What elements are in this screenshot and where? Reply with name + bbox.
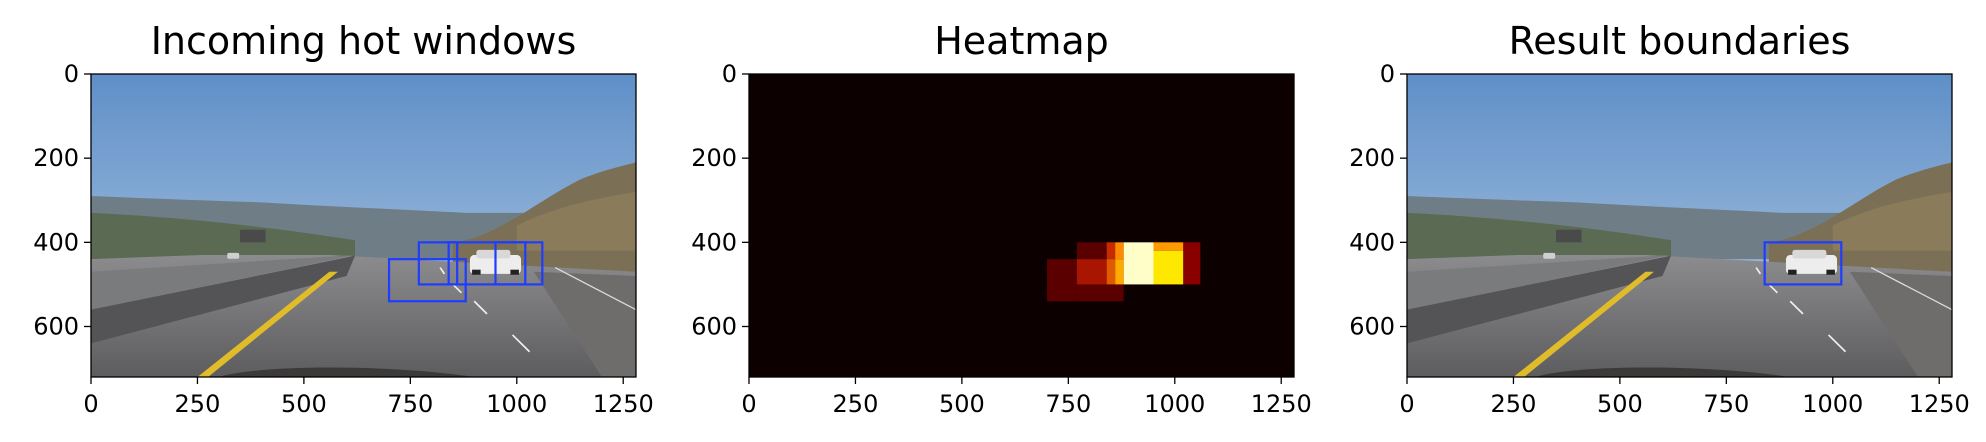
x-tick-label: 1000 [486,390,547,418]
y-tick-label: 0 [64,60,79,88]
heat-cell-1 [1047,259,1077,302]
detection-box-4 [494,241,544,286]
x-tick-label: 500 [281,390,327,418]
detection-box-3 [447,241,527,286]
x-tick-label: 1250 [1251,390,1312,418]
y-tick-label: 0 [722,60,737,88]
heat-cell-2 [1076,284,1124,302]
heat-cell-12 [1183,242,1201,285]
x-tick-label: 500 [939,390,985,418]
x-tick-label: 1250 [593,390,654,418]
y-tick-label: 600 [691,313,737,341]
panel-3: Result boundaries 0 250 500 750 1000 1250 0 200 4… [1349,19,1970,418]
y-tick-label: 400 [1349,228,1395,256]
axes-frame [1406,73,1953,378]
axes-frame [90,73,637,378]
heat-cell-7 [1115,242,1124,260]
y-tick-label: 200 [33,144,79,172]
x-tick-label: 750 [1703,390,1749,418]
y-tick-label: 200 [1349,144,1395,172]
heat-cell-4 [1076,259,1107,285]
x-tick-label: 250 [1491,390,1537,418]
panel-1: Incoming hot windows 0 250 500 750 1000 1250 0 2… [33,19,654,418]
x-tick-label: 250 [175,390,221,418]
x-tick-label: 250 [833,390,879,418]
y-tick-label: 600 [33,313,79,341]
heatmap-background [749,74,1294,377]
heat-cell-5 [1106,242,1116,260]
y-tick-label: 0 [1380,60,1395,88]
x-tick-label: 1000 [1802,390,1863,418]
heat-cell-11 [1153,250,1184,285]
x-tick-label: 500 [1597,390,1643,418]
road-image [1407,74,1952,377]
x-tick-label: 0 [741,390,756,418]
detection-box-1 [387,258,467,303]
panel-title: Result boundaries [1509,19,1851,63]
x-tick-label: 0 [83,390,98,418]
y-tick-label: 400 [33,228,79,256]
x-tick-label: 1250 [1909,390,1970,418]
x-tick-label: 0 [1399,390,1414,418]
road-image [91,74,636,377]
y-tick-label: 200 [691,144,737,172]
heat-cell-9 [1123,242,1154,285]
x-tick-label: 750 [1045,390,1091,418]
detection-box-1 [1763,241,1843,286]
y-tick-label: 400 [691,228,737,256]
heat-cell-6 [1106,259,1116,285]
heat-cell-3 [1076,242,1107,260]
axes-frame [748,73,1295,378]
panel-title: Incoming hot windows [151,19,577,63]
x-tick-label: 1000 [1144,390,1205,418]
detection-box-2 [417,241,459,286]
x-tick-label: 750 [387,390,433,418]
heat-cell-10 [1153,242,1184,251]
panel-2: Heatmap 0 250 500 750 1000 1250 0 200 400 600 [691,19,1312,418]
y-tick-label: 600 [1349,313,1395,341]
heat-cell-8 [1115,259,1124,285]
panel-title: Heatmap [934,19,1109,63]
